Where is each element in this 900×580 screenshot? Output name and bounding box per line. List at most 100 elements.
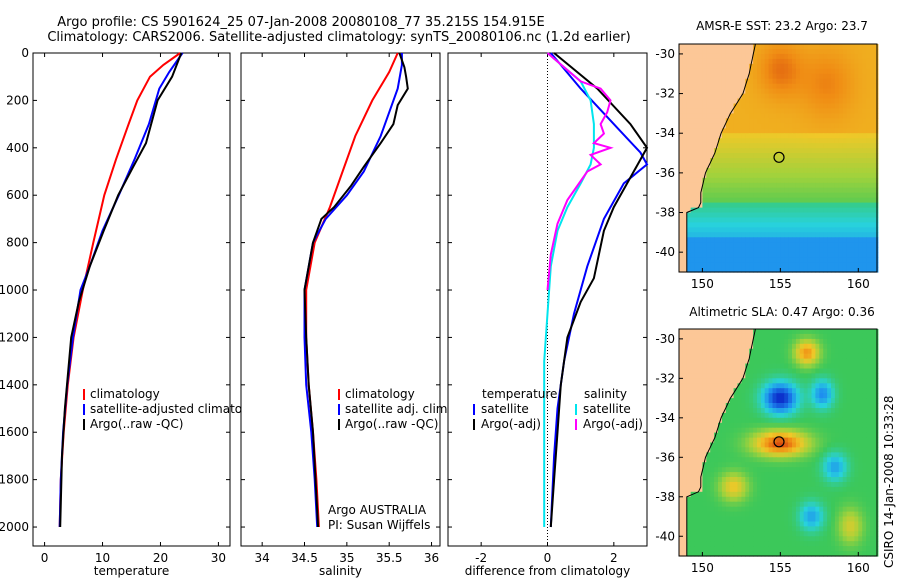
map-cell [718,526,723,532]
map-cell [729,63,735,70]
map-cell [772,73,777,80]
map-cell [819,417,824,424]
map-cell [819,501,824,508]
map-cell [842,462,848,468]
map-cell [776,388,781,394]
map-cell [729,447,735,453]
map-cell [815,368,820,374]
map-cell [725,457,731,463]
map-cell [757,167,762,174]
map-cell [799,417,805,424]
map-cell [873,368,879,374]
map-cell [768,427,774,434]
map-cell [815,526,820,532]
map-cell [768,207,774,214]
map-cell [690,447,696,453]
y-tick-label: 1200 [0,330,29,344]
map-cell [799,217,805,224]
map-cell [873,73,879,80]
map-cell [741,462,746,468]
map-cell [749,472,754,478]
map-cell [780,247,785,253]
map-cell [721,163,727,169]
map-cell [757,368,762,374]
map-cell [788,232,793,238]
map-cell [862,182,867,189]
map-cell [772,58,777,65]
map-cell [764,329,770,335]
map-cell [788,457,793,463]
map-cell [768,358,774,365]
map-cell [741,148,746,154]
map-cell [823,511,828,518]
map-cell [745,252,750,258]
map-cell [757,521,762,527]
map-cell [792,192,797,199]
map-cell [737,192,742,199]
map-cell [776,182,781,189]
map-cell [753,212,758,219]
map-cell [679,457,684,463]
map-cell [702,113,707,119]
map-cell [764,388,770,394]
map-cell [842,227,848,233]
map-cell [686,383,692,389]
map-cell [780,153,785,159]
annotation-text: PI: Susan Wijffels [328,518,430,532]
map-cell [815,113,820,119]
map-cell [803,257,809,263]
map-cell [815,408,820,414]
map-cell [741,348,746,355]
map-cell [788,227,793,233]
header-title-line2: Climatology: CARS2006. Satellite-adjuste… [47,30,630,45]
map-cell [842,442,848,448]
map-cell [753,338,758,345]
map-cell [803,388,809,394]
map-cell [702,58,707,65]
map-cell [811,403,816,409]
map-cell [694,257,700,263]
map-cell [834,496,840,503]
map-cell [694,232,700,238]
map-cell [815,83,820,90]
map-cell [842,486,848,493]
map-cell [772,432,777,439]
map-cell [702,187,707,194]
map-cell [854,452,859,458]
map-cell [795,53,801,60]
map-cell [838,247,844,253]
map-cell [823,393,828,399]
map-cell [788,398,793,404]
map-cell [772,343,777,350]
map-cell [749,202,754,209]
map-cell [862,536,867,542]
map-cell [757,398,762,404]
map-cell [714,368,719,374]
map-cell [737,88,742,95]
map-cell [792,452,797,458]
map-cell [827,422,832,429]
map-cell [749,531,754,537]
map-cell [819,447,824,453]
map-cell [710,252,715,258]
map-cell [838,163,844,169]
map-cell [733,516,739,522]
map-cell [757,551,762,557]
map-cell [850,237,855,243]
map-cell [854,526,859,532]
map-cell [741,207,746,214]
map-cell [838,348,844,355]
map-cell [772,247,777,253]
map-cell [729,467,735,473]
map-cell [819,383,824,389]
map-cell [792,437,797,444]
map-cell [842,262,848,268]
map-cell [768,63,774,70]
map-cell [803,103,809,110]
map-cell [862,388,867,394]
map-cell [764,427,770,434]
map-cell [795,422,801,429]
map-cell [698,378,703,384]
map-cell [788,422,793,429]
map-cell [679,467,684,473]
